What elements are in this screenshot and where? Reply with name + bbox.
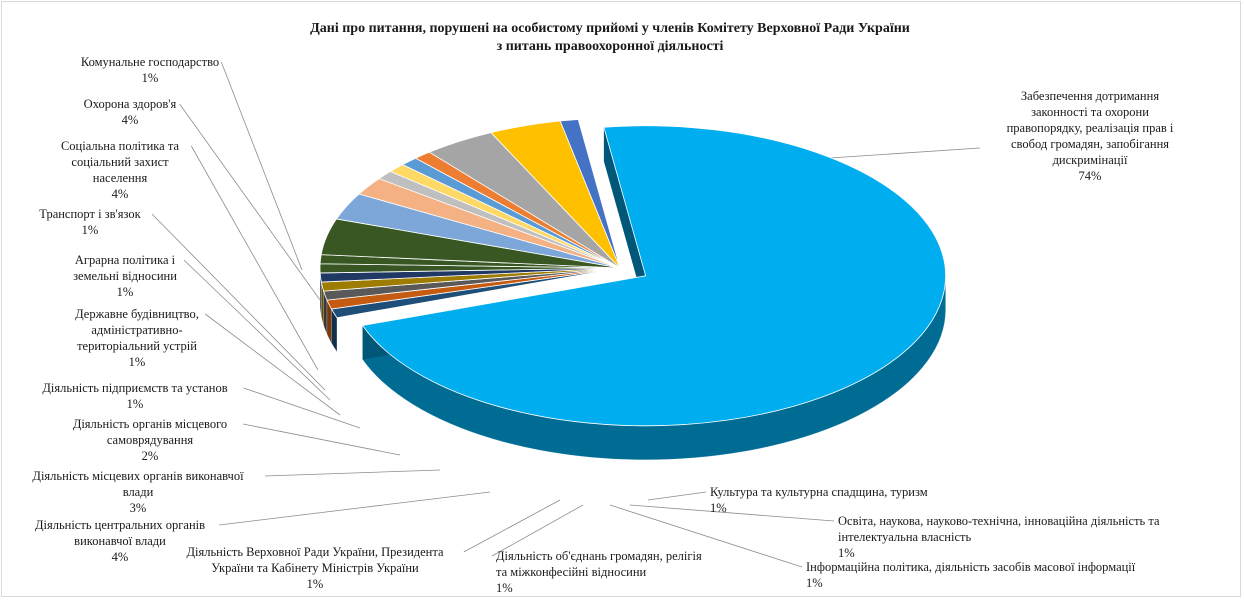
leader-line-health: [179, 103, 321, 301]
label-pct-health: 4%: [122, 113, 139, 127]
label-text-info: Інформаційна політика, діяльність засобі…: [806, 560, 1136, 574]
label-text-localexec: влади: [123, 485, 154, 499]
label-text-law: правопорядку, реалізація прав і: [1007, 121, 1174, 135]
label-central: Діяльність центральних органів виконавчої…: [35, 518, 205, 564]
label-stateconst: Державне будівництво, адміністративно-тер…: [75, 307, 199, 369]
label-pct-assoc: 1%: [496, 581, 513, 595]
label-text-central: Діяльність центральних органів: [35, 518, 205, 532]
label-text-social: Соціальна політика та: [61, 139, 180, 153]
label-pct-communal: 1%: [142, 71, 159, 85]
label-text-stateconst: адміністративно-: [91, 323, 182, 337]
label-pct-stateconst: 1%: [129, 355, 146, 369]
leader-line-communal: [220, 61, 303, 271]
label-text-social: населення: [93, 171, 148, 185]
label-text-culture: Культура та культурна спадщина, туризм: [710, 485, 928, 499]
leader-line-social: [190, 145, 319, 371]
label-vru: Діяльність Верховної Ради України, Прези…: [186, 545, 444, 591]
label-text-assoc: Діяльність об'єднань громадян, релігія: [496, 549, 702, 563]
label-text-education: інтелектуальна власність: [838, 530, 971, 544]
label-pct-social: 4%: [112, 187, 129, 201]
label-text-agro: Аграрна політика і: [75, 253, 176, 267]
label-health: Охорона здоров'я 4%: [84, 97, 177, 127]
label-text-stateconst: Державне будівництво,: [75, 307, 199, 321]
label-social: Соціальна політика та соціальний захист на…: [61, 139, 180, 201]
label-text-health: Охорона здоров'я: [84, 97, 177, 111]
label-pct-agro: 1%: [117, 285, 134, 299]
leader-line-education: [629, 504, 835, 522]
label-text-law: законності та охорони: [1031, 105, 1149, 119]
label-text-communal: Комунальне господарство: [81, 55, 219, 69]
pie-slices: [319, 119, 946, 461]
label-communal: Комунальне господарство 1%: [81, 55, 219, 85]
label-text-law: свобод громадян, запобігання: [1011, 137, 1169, 151]
label-text-stateconst: територіальний устрій: [77, 339, 197, 353]
label-pct-vru: 1%: [307, 577, 324, 591]
label-pct-education: 1%: [838, 546, 855, 560]
leader-line-info: [609, 504, 803, 568]
slice-law: [361, 125, 946, 427]
slice-cut-law-0: [603, 127, 646, 310]
leader-line-agro: [183, 259, 331, 401]
label-text-enterprises: Діяльність підприємств та установ: [42, 381, 227, 395]
label-text-selfgov: Діяльність органів місцевого: [73, 417, 227, 431]
label-assoc: Діяльність об'єднань громадян, релігія та…: [496, 549, 702, 595]
label-text-agro: земельні відносини: [73, 269, 177, 283]
leader-line-stateconst: [204, 313, 341, 416]
chart-title-line-2: з питань правоохоронної діяльності: [497, 39, 724, 54]
label-pct-info: 1%: [806, 576, 823, 590]
label-text-social: соціальний захист: [71, 155, 169, 169]
leader-line-transport: [151, 213, 326, 391]
leader-line-vru: [463, 499, 561, 553]
label-transport: Транспорт і зв'язок 1%: [39, 207, 141, 237]
data-labels: Забезпечення дотримання законності та охо…: [32, 55, 1174, 595]
leader-line-enterprises: [243, 387, 361, 429]
label-pct-enterprises: 1%: [127, 397, 144, 411]
label-text-vru: Діяльність Верховної Ради України, Прези…: [186, 545, 444, 559]
label-pct-central: 4%: [112, 550, 129, 564]
label-text-central: виконавчої влади: [74, 534, 166, 548]
label-pct-culture: 1%: [710, 501, 727, 515]
label-info: Інформаційна політика, діяльність засобі…: [806, 560, 1136, 590]
label-law: Забезпечення дотримання законності та охо…: [1007, 89, 1174, 183]
pie-top-faces: [319, 119, 946, 427]
leader-line-selfgov: [242, 423, 401, 456]
label-text-law: дискримінації: [1053, 153, 1128, 167]
leader-line-culture: [647, 491, 707, 501]
label-agro: Аграрна політика і земельні відносини 1%: [73, 253, 177, 299]
leader-line-assoc: [491, 504, 584, 557]
label-selfgov: Діяльність органів місцевого самоврядуван…: [73, 417, 227, 463]
leader-line-central: [219, 491, 491, 526]
label-education: Освіта, наукова, науково-технічна, іннов…: [838, 514, 1160, 560]
slice-communal: [559, 119, 621, 269]
label-pct-law: 74%: [1079, 169, 1102, 183]
label-text-law: Забезпечення дотримання: [1021, 89, 1159, 103]
label-text-selfgov: самоврядування: [107, 433, 194, 447]
label-text-assoc: та міжконфесійні відносини: [496, 565, 647, 579]
label-text-education: Освіта, наукова, науково-технічна, іннов…: [838, 514, 1160, 528]
label-pct-selfgov: 2%: [142, 449, 159, 463]
label-pct-transport: 1%: [82, 223, 99, 237]
label-text-localexec: Діяльність місцевих органів виконавчої: [32, 469, 244, 483]
chart-title-line-1: Дані про питання, порушені на особистому…: [310, 21, 910, 36]
label-pct-localexec: 3%: [130, 501, 147, 515]
label-localexec: Діяльність місцевих органів виконавчої вл…: [32, 469, 244, 515]
label-culture: Культура та культурна спадщина, туризм 1%: [710, 485, 928, 515]
label-enterprises: Діяльність підприємств та установ 1%: [42, 381, 227, 411]
label-text-vru: України та Кабінету Міністрів України: [211, 561, 419, 575]
leader-line-localexec: [265, 469, 441, 477]
label-text-transport: Транспорт і зв'язок: [39, 207, 141, 221]
leader-lines: [151, 61, 981, 568]
